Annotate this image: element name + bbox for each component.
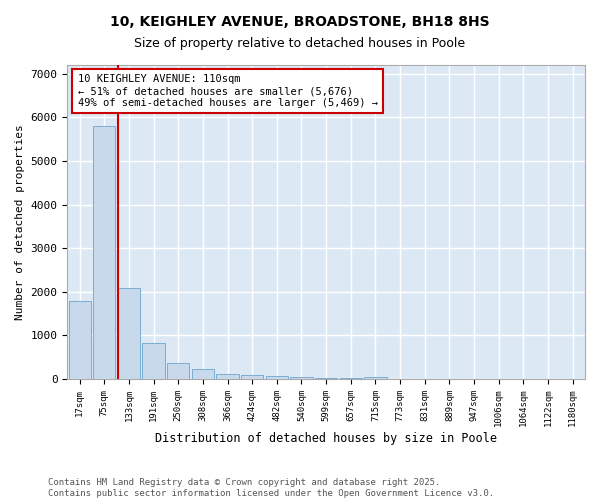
Bar (68, 300, 91, 379)
Bar (217, 374, 239, 379)
Bar (315, 378, 337, 379)
Text: Size of property relative to detached houses in Poole: Size of property relative to detached ho… (134, 38, 466, 51)
Text: 10 KEIGHLEY AVENUE: 110sqm
← 51% of detached houses are smaller (5,676)
49% of s: 10 KEIGHLEY AVENUE: 110sqm ← 51% of deta… (77, 74, 377, 108)
Text: 10, KEIGHLEY AVENUE, BROADSTONE, BH18 8HS: 10, KEIGHLEY AVENUE, BROADSTONE, BH18 8H… (110, 15, 490, 29)
Bar (142, 343, 164, 379)
X-axis label: Distribution of detached houses by size in Poole: Distribution of detached houses by size … (155, 432, 497, 445)
Text: Contains HM Land Registry data © Crown copyright and database right 2025.
Contai: Contains HM Land Registry data © Crown c… (48, 478, 494, 498)
Bar (192, 370, 214, 379)
Y-axis label: Number of detached properties: Number of detached properties (15, 124, 25, 320)
Bar (241, 375, 263, 379)
Bar (167, 364, 190, 379)
Bar (340, 378, 362, 379)
Bar (93, 126, 115, 379)
Bar (118, 288, 140, 379)
Bar (290, 376, 313, 379)
Bar (266, 376, 288, 379)
Bar (364, 376, 386, 379)
